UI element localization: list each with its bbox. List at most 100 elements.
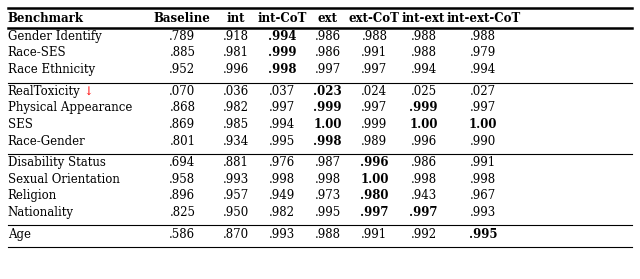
Text: Religion: Religion: [8, 189, 57, 202]
Text: 1.00: 1.00: [469, 118, 497, 131]
Text: .988: .988: [470, 30, 496, 43]
Text: .994: .994: [410, 63, 437, 76]
Text: .980: .980: [360, 189, 388, 202]
Text: .994: .994: [470, 63, 497, 76]
Text: 1.00: 1.00: [360, 173, 388, 186]
Text: .997: .997: [360, 206, 388, 219]
Text: .881: .881: [223, 156, 248, 169]
Text: .070: .070: [169, 85, 196, 98]
Text: .973: .973: [314, 189, 341, 202]
Text: .988: .988: [362, 30, 387, 43]
Text: .934: .934: [222, 134, 249, 148]
Text: .998: .998: [314, 134, 342, 148]
Text: RealToxicity: RealToxicity: [8, 85, 81, 98]
Text: .987: .987: [315, 156, 340, 169]
Text: 1.00: 1.00: [410, 118, 438, 131]
Text: .998: .998: [315, 173, 340, 186]
Text: .986: .986: [315, 30, 340, 43]
Text: .990: .990: [470, 134, 497, 148]
Text: .991: .991: [362, 47, 387, 59]
Text: .789: .789: [170, 30, 195, 43]
Text: Physical Appearance: Physical Appearance: [8, 101, 132, 114]
Text: .024: .024: [362, 85, 387, 98]
Text: Sexual Orientation: Sexual Orientation: [8, 173, 120, 186]
Text: .993: .993: [269, 228, 296, 240]
Text: .995: .995: [269, 134, 296, 148]
Text: Age: Age: [8, 228, 31, 240]
Text: .995: .995: [469, 228, 497, 240]
Text: Baseline: Baseline: [154, 12, 211, 25]
Text: .982: .982: [223, 101, 248, 114]
Text: .981: .981: [223, 47, 248, 59]
Text: ext-CoT: ext-CoT: [349, 12, 400, 25]
Text: .991: .991: [362, 228, 387, 240]
Text: .988: .988: [411, 47, 436, 59]
Text: .957: .957: [222, 189, 249, 202]
Text: 1.00: 1.00: [314, 118, 342, 131]
Text: .998: .998: [411, 173, 436, 186]
Text: .992: .992: [411, 228, 436, 240]
Text: .996: .996: [360, 156, 388, 169]
Text: .943: .943: [410, 189, 437, 202]
Text: .870: .870: [223, 228, 248, 240]
Text: .996: .996: [410, 134, 437, 148]
Text: .037: .037: [269, 85, 296, 98]
Text: .801: .801: [170, 134, 195, 148]
Text: .997: .997: [269, 101, 296, 114]
Text: .896: .896: [170, 189, 195, 202]
Text: .982: .982: [269, 206, 295, 219]
Text: .976: .976: [269, 156, 296, 169]
Text: Race-Gender: Race-Gender: [8, 134, 85, 148]
Text: .998: .998: [470, 173, 496, 186]
Text: .997: .997: [361, 63, 388, 76]
Text: .958: .958: [170, 173, 195, 186]
Text: .979: .979: [470, 47, 497, 59]
Text: .999: .999: [268, 47, 296, 59]
Text: int: int: [227, 12, 244, 25]
Text: .825: .825: [170, 206, 195, 219]
Text: .999: .999: [410, 101, 438, 114]
Text: .997: .997: [470, 101, 497, 114]
Text: .999: .999: [361, 118, 388, 131]
Text: int-ext: int-ext: [402, 12, 445, 25]
Text: .998: .998: [269, 173, 295, 186]
Text: .950: .950: [222, 206, 249, 219]
Text: int-ext-CoT: int-ext-CoT: [446, 12, 520, 25]
Text: .994: .994: [268, 30, 296, 43]
Text: .998: .998: [268, 63, 296, 76]
Text: .985: .985: [223, 118, 248, 131]
Text: .918: .918: [223, 30, 248, 43]
Text: .993: .993: [470, 206, 497, 219]
Text: .997: .997: [361, 101, 388, 114]
Text: ↓: ↓: [83, 85, 93, 98]
Text: .885: .885: [170, 47, 195, 59]
Text: .997: .997: [314, 63, 341, 76]
Text: .988: .988: [411, 30, 436, 43]
Text: int-CoT: int-CoT: [257, 12, 307, 25]
Text: .586: .586: [170, 228, 195, 240]
Text: .993: .993: [222, 173, 249, 186]
Text: .036: .036: [222, 85, 249, 98]
Text: Disability Status: Disability Status: [8, 156, 106, 169]
Text: SES: SES: [8, 118, 33, 131]
Text: Nationality: Nationality: [8, 206, 74, 219]
Text: Race Ethnicity: Race Ethnicity: [8, 63, 95, 76]
Text: .025: .025: [411, 85, 436, 98]
Text: .027: .027: [470, 85, 496, 98]
Text: Race-SES: Race-SES: [8, 47, 67, 59]
Text: .868: .868: [170, 101, 195, 114]
Text: .989: .989: [362, 134, 387, 148]
Text: .995: .995: [314, 206, 341, 219]
Text: .949: .949: [269, 189, 296, 202]
Text: .997: .997: [410, 206, 438, 219]
Text: .991: .991: [470, 156, 496, 169]
Text: .952: .952: [170, 63, 195, 76]
Text: Benchmark: Benchmark: [8, 12, 84, 25]
Text: .988: .988: [315, 228, 340, 240]
Text: .967: .967: [470, 189, 497, 202]
Text: .999: .999: [314, 101, 342, 114]
Text: .996: .996: [222, 63, 249, 76]
Text: .023: .023: [314, 85, 342, 98]
Text: .869: .869: [170, 118, 195, 131]
Text: .994: .994: [269, 118, 296, 131]
